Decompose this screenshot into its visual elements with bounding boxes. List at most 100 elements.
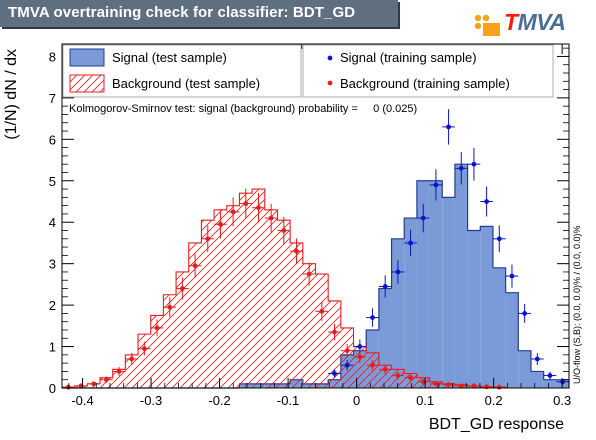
background-training-point [467, 383, 481, 389]
background-training-point-marker [370, 362, 375, 368]
signal-training-point [442, 109, 455, 145]
background-training-point-marker [192, 263, 198, 269]
signal-training-point-marker [496, 236, 502, 242]
background-test-outline [61, 188, 569, 389]
background-training-point [74, 383, 88, 389]
signal-training-point-marker [509, 273, 515, 279]
background-training-point [125, 353, 139, 365]
signal-training-points [328, 109, 569, 385]
legend-label-background-training: Background (training sample) [340, 76, 510, 91]
background-test-bar [277, 220, 291, 388]
background-training-point-marker [332, 329, 337, 335]
background-training-point [353, 350, 367, 364]
background-training-point [378, 364, 392, 375]
background-test-bar [188, 242, 202, 388]
signal-test-bar [480, 226, 493, 388]
axis-tick-labels: -0.4 -0.3 -0.2 -0.1 0 0.1 0.2 0.3 0 1 2 3 4 5 6 7 8 [49, 49, 571, 408]
background-training-point [454, 383, 468, 389]
y-axis-label: (1/N) dN / dx [3, 49, 20, 140]
y-tick-label: 8 [49, 49, 56, 64]
y-tick-label: 0 [49, 381, 56, 396]
signal-training-point [467, 147, 481, 181]
x-tick-label: 0.1 [416, 393, 434, 408]
signal-training-point-marker [458, 165, 464, 171]
y-tick-label: 3 [49, 257, 56, 272]
signal-test-bar [404, 218, 417, 388]
signal-test-bar [416, 180, 430, 388]
signal-test-bar [492, 267, 506, 388]
background-training-point [150, 319, 164, 337]
signal-training-point [378, 275, 392, 298]
x-tick-label: -0.2 [208, 393, 230, 408]
signal-training-point [366, 308, 379, 327]
background-test-bar [315, 274, 329, 388]
signal-training-point-marker [420, 215, 426, 221]
legend-label-background-test: Background (test sample) [112, 76, 260, 91]
background-training-point-marker [395, 373, 401, 378]
signal-training-point [530, 353, 544, 365]
signal-training-point [391, 260, 405, 284]
background-training-point-marker [218, 221, 223, 227]
background-training-point-marker [230, 209, 236, 215]
background-test-bar [150, 315, 164, 388]
signal-training-point-marker [433, 182, 439, 188]
background-training-point [112, 366, 126, 376]
background-training-point [138, 341, 151, 356]
background-training-point-marker [496, 384, 502, 390]
signal-training-point [518, 303, 531, 323]
legend-training-box [302, 44, 554, 98]
signal-training-point [556, 379, 569, 385]
background-training-point-marker [256, 205, 261, 211]
background-training-point [366, 359, 379, 371]
signal-test-bar [505, 292, 519, 388]
signal-training-point-marker [408, 240, 413, 246]
y-tick-label: 2 [49, 298, 56, 313]
background-training-point-marker [91, 381, 97, 387]
background-training-point [404, 374, 417, 382]
background-test-bar [290, 242, 303, 388]
signal-training-point [454, 152, 468, 185]
signal-training-point-marker [446, 124, 451, 130]
signal-test-bar [391, 238, 405, 388]
background-training-point [252, 193, 265, 223]
background-test-bar [138, 334, 151, 388]
background-training-point [264, 203, 278, 233]
background-training-point [188, 253, 202, 278]
background-training-point-marker [306, 271, 312, 277]
background-test-bar [226, 205, 240, 388]
signal-training-point [353, 339, 367, 354]
signal-test-histogram [62, 163, 570, 389]
background-test-bar [252, 189, 265, 388]
overflow-text: U/O-flow (S,B): (0.0, 0.0)% / (0.0, 0.0)… [572, 225, 582, 384]
tmva-logo-t: T [504, 9, 518, 35]
signal-training-point [340, 359, 354, 371]
background-training-point [429, 381, 443, 387]
background-training-point [163, 297, 177, 318]
background-training-point [100, 376, 113, 383]
background-training-point-marker [357, 354, 363, 360]
signal-training-point [543, 371, 557, 380]
x-tick-label: 0 [353, 393, 360, 408]
background-training-point-marker [446, 382, 451, 388]
signal-training-point-marker [534, 356, 540, 362]
background-training-point-marker [154, 325, 160, 331]
tmva-logo-dots-icon [474, 14, 500, 36]
signal-training-point-marker [560, 379, 566, 385]
background-training-point [214, 210, 227, 239]
background-training-point [391, 371, 405, 380]
background-training-point [226, 197, 240, 227]
signal-test-bar [442, 197, 455, 388]
signal-training-point-marker [471, 161, 477, 167]
background-training-point [87, 381, 101, 387]
x-tick-label: 0.2 [485, 393, 503, 408]
legend-signal-training-marker [327, 55, 333, 61]
y-tick-label: 4 [49, 215, 56, 230]
signal-test-bar [543, 379, 557, 388]
background-training-point-marker [243, 201, 249, 206]
background-training-point-marker [129, 356, 135, 362]
chart-title: TMVA overtraining check for classifier: … [8, 4, 356, 21]
legend-label-signal-training: Signal (training sample) [340, 50, 477, 65]
y-tick-label: 1 [49, 340, 56, 355]
x-tick-label: 0.3 [553, 393, 571, 408]
background-training-point-marker [433, 381, 439, 387]
